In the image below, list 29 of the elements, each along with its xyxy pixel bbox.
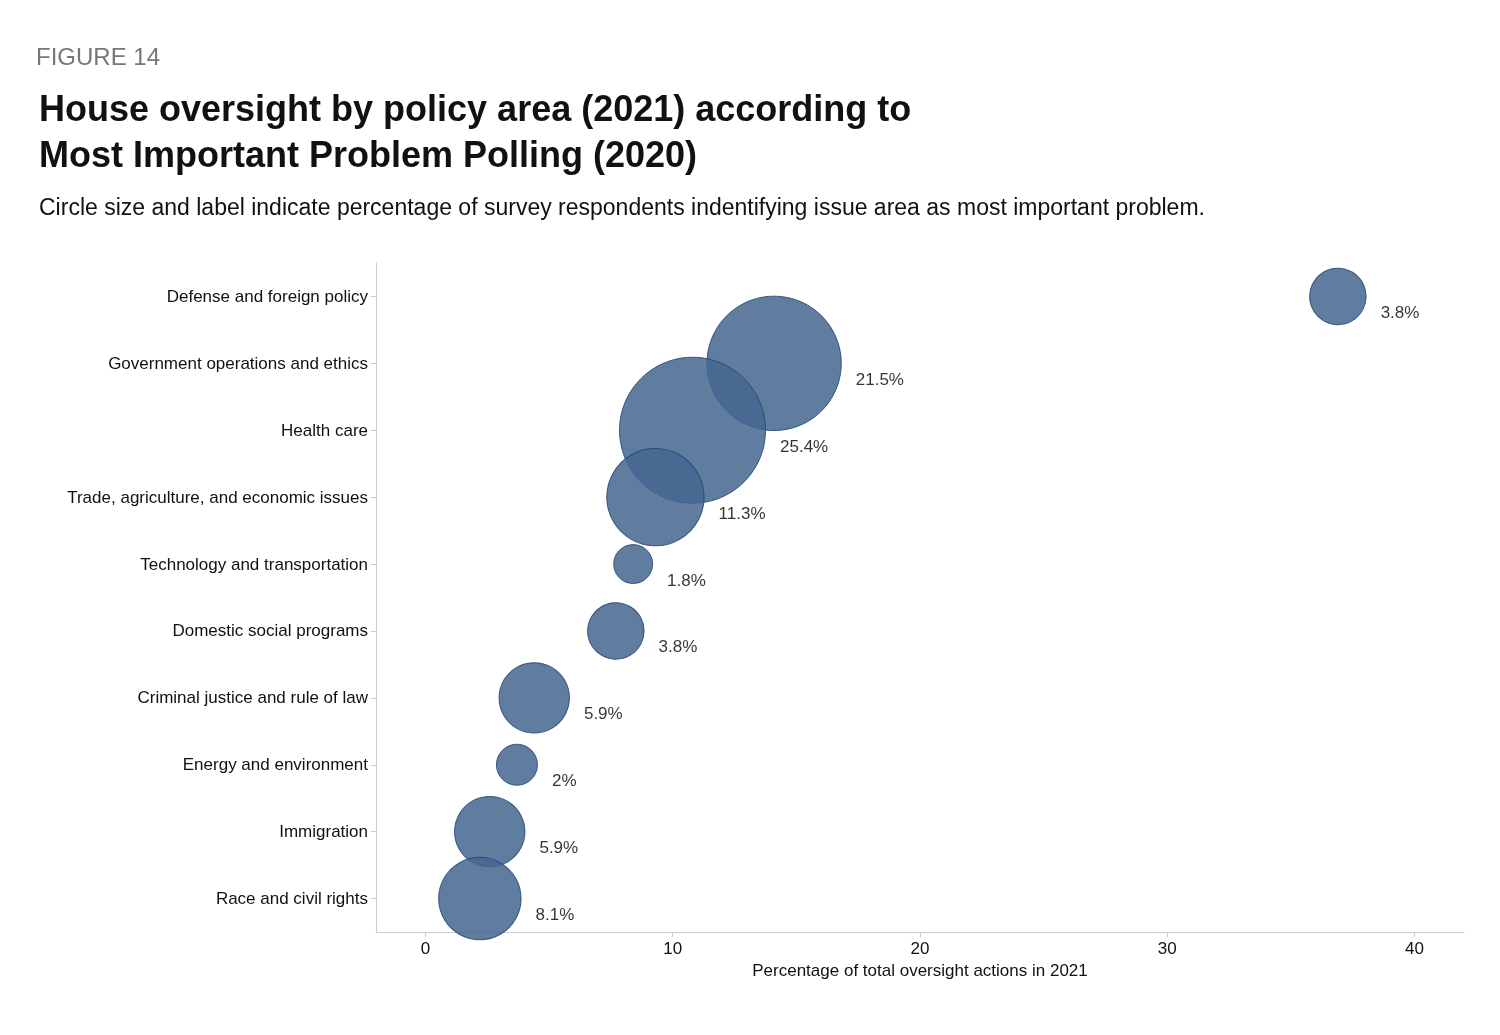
chart-subtitle: Circle size and label indicate percentage of survey respondents indentifying issue area as most important problem. (39, 193, 1205, 220)
data-label: 2% (551, 771, 577, 791)
data-label: 1.8% (667, 570, 706, 590)
chart-title: House oversight by policy area (2021) according to Most Important Problem Polling (2020) (39, 87, 922, 175)
data-label: 25.4% (780, 436, 829, 456)
data-label: 5.9% (583, 704, 623, 724)
x-tick-label: 30 (1157, 939, 1177, 958)
x-tick-label: 0 (420, 939, 431, 958)
x-tick-label: 20 (910, 939, 930, 958)
caption: FIGURE 14 (36, 42, 161, 70)
y-tick-label: Trade, agriculture, and economic issues (67, 487, 368, 507)
y-tick-label: Technology and transportation (140, 554, 368, 574)
y-tick-label: Energy and environment (182, 755, 369, 775)
x-axis-title: Percentage of total oversight actions in 2021 (752, 961, 1088, 980)
y-tick-label: Defense and foreign policy (166, 286, 369, 306)
y-tick-label: Health care (281, 420, 368, 440)
y-tick-label: Race and civil rights (215, 889, 368, 909)
data-label: 3.8% (1380, 302, 1420, 322)
data-label: 3.8% (658, 637, 698, 657)
y-tick-label: Domestic social programs (172, 621, 368, 641)
data-label: 5.9% (539, 838, 579, 858)
x-tick-label: 10 (663, 939, 683, 958)
x-tick-label: 40 (1405, 939, 1425, 958)
y-tick-label: Criminal justice and rule of law (137, 688, 369, 708)
data-label: 11.3% (718, 503, 766, 523)
data-label: 21.5% (855, 369, 904, 389)
y-tick-label: Immigration (279, 822, 368, 842)
data-label: 8.1% (535, 905, 575, 925)
y-tick-label: Government operations and ethics (108, 353, 368, 373)
